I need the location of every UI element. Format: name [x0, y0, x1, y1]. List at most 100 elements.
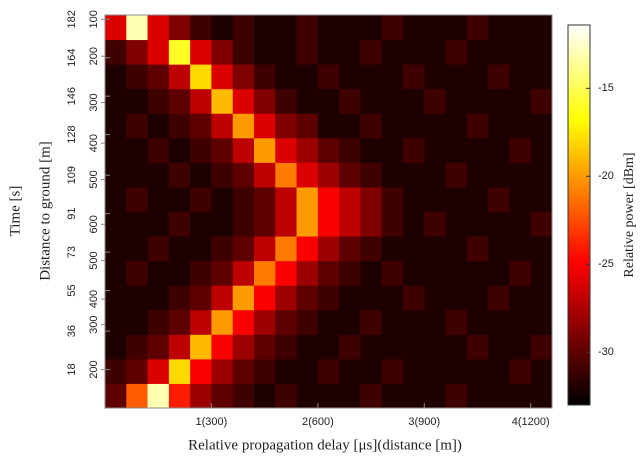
heat-cell: [190, 383, 212, 409]
heat-cell: [168, 285, 191, 311]
heat-cell: [445, 211, 468, 237]
heat-cell: [126, 211, 149, 237]
heat-cell: [147, 309, 170, 335]
heat-cell: [509, 88, 532, 114]
heat-cell: [530, 285, 553, 311]
heat-cell: [466, 39, 489, 65]
heat-cell: [466, 162, 489, 188]
heat-cell: [360, 137, 383, 163]
heat-cell: [424, 88, 447, 114]
colorbar: [567, 24, 591, 406]
heat-cell: [296, 260, 319, 286]
heat-cell: [190, 309, 212, 335]
heat-cell: [317, 15, 340, 41]
heat-cell: [403, 113, 425, 139]
heat-cell: [360, 113, 383, 139]
heat-cell: [530, 64, 553, 90]
heat-cell: [168, 113, 191, 139]
heat-cell: [147, 236, 170, 262]
heat-cell: [126, 137, 149, 163]
heat-cell: [317, 285, 340, 311]
heat-cell: [381, 39, 404, 65]
heat-cell: [424, 64, 447, 90]
heat-cell: [445, 334, 468, 360]
heat-cell: [530, 39, 553, 65]
heat-cell: [147, 285, 170, 311]
heat-cell: [254, 358, 276, 384]
heat-cell: [126, 383, 149, 409]
heat-cell: [360, 88, 383, 114]
heat-cell: [254, 39, 276, 65]
heat-cell: [466, 113, 489, 139]
heat-cell: [403, 383, 425, 409]
y2-tick-label: 400: [88, 290, 100, 308]
heat-cell: [445, 186, 468, 212]
heat-cell: [190, 88, 212, 114]
heat-cell: [403, 260, 425, 286]
colorbar-tick-label: -15: [598, 82, 614, 94]
heat-cell: [168, 64, 191, 90]
heat-cell: [488, 211, 510, 237]
heat-cell: [232, 137, 255, 163]
heat-cell: [403, 186, 425, 212]
heat-cell: [211, 186, 234, 212]
heat-cell: [105, 260, 127, 286]
y-tick-label: 109: [66, 166, 78, 184]
heat-cell: [190, 137, 212, 163]
heat-cell: [168, 186, 191, 212]
heat-cell: [168, 383, 191, 409]
heat-cell: [296, 88, 319, 114]
heat-cell: [211, 285, 234, 311]
heat-cell: [381, 64, 404, 90]
heat-cell: [360, 162, 383, 188]
heat-cell: [339, 113, 361, 139]
heat-cell: [147, 186, 170, 212]
heat-cell: [105, 358, 127, 384]
heat-cell: [232, 383, 255, 409]
y2-tick-label: 100: [88, 10, 100, 28]
heat-cell: [168, 39, 191, 65]
heat-cell: [126, 260, 149, 286]
heat-cell: [466, 137, 489, 163]
heat-cell: [296, 15, 319, 41]
heat-cell: [317, 211, 340, 237]
heat-cell: [168, 162, 191, 188]
heat-cell: [296, 285, 319, 311]
heat-cell: [317, 162, 340, 188]
heat-cell: [488, 383, 510, 409]
heat-cell: [403, 211, 425, 237]
heat-cell: [339, 162, 361, 188]
heat-cell: [275, 88, 298, 114]
heat-cell: [254, 88, 276, 114]
heat-cell: [296, 162, 319, 188]
heat-cell: [466, 64, 489, 90]
heat-cell: [296, 39, 319, 65]
heat-cell: [403, 358, 425, 384]
heat-cell: [509, 137, 532, 163]
heat-cell: [360, 383, 383, 409]
y-tick-label: 36: [66, 325, 78, 337]
heat-cell: [190, 39, 212, 65]
y-tick-label: 55: [66, 284, 78, 296]
heat-cell: [126, 15, 149, 41]
heat-cell: [254, 15, 276, 41]
x-tick-label: 1(300): [196, 416, 228, 428]
y-axis-label: Time [s]: [7, 186, 23, 237]
y-tick-label: 128: [66, 125, 78, 143]
heat-cell: [403, 162, 425, 188]
heat-cell: [147, 162, 170, 188]
heat-cell: [339, 383, 361, 409]
heat-cell: [296, 236, 319, 262]
heat-cell: [296, 64, 319, 90]
heat-cell: [509, 162, 532, 188]
heat-cell: [360, 309, 383, 335]
heat-cell: [445, 137, 468, 163]
heat-cell: [126, 358, 149, 384]
heat-cell: [509, 285, 532, 311]
heat-cell: [275, 285, 298, 311]
y2-tick-label: 200: [88, 47, 100, 65]
heat-cell: [339, 309, 361, 335]
heat-cell: [488, 162, 510, 188]
heat-cell: [126, 236, 149, 262]
heat-cell: [339, 211, 361, 237]
